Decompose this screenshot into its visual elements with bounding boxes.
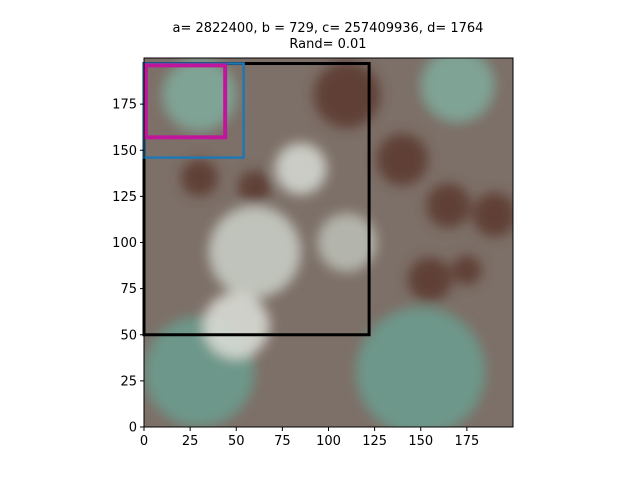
- x-tick-label: 125: [362, 434, 387, 449]
- image-patch: [208, 205, 301, 298]
- y-tick-label: 125: [112, 190, 137, 205]
- y-tick-label: 0: [129, 421, 137, 436]
- bounding-box-magenta: [143, 63, 228, 140]
- image-patch: [420, 58, 495, 123]
- y-tick-label: 150: [112, 144, 137, 159]
- y-tick-label: 50: [120, 328, 137, 343]
- image-patch: [407, 257, 453, 302]
- image-patch: [452, 255, 482, 285]
- image-patch: [376, 133, 429, 186]
- x-tick-label: 150: [408, 434, 433, 449]
- x-tick-label: 0: [140, 434, 148, 449]
- image-patch: [356, 307, 486, 427]
- image-patch: [180, 159, 218, 197]
- chart-title-line2: Rand= 0.01: [289, 37, 366, 52]
- x-tick-label: 100: [316, 434, 341, 449]
- image-patch: [203, 292, 270, 359]
- x-tick-label: 75: [274, 434, 291, 449]
- image-patch: [317, 212, 377, 273]
- y-tick-label: 100: [112, 236, 137, 251]
- y-axis: 0 25 50 75 100 125 150 175: [112, 98, 144, 436]
- x-tick-label: 25: [182, 434, 199, 449]
- y-tick-label: 25: [120, 374, 137, 389]
- image-patch: [313, 61, 381, 129]
- chart-title-line1: a= 2822400, b = 729, c= 257409936, d= 17…: [173, 21, 484, 36]
- y-tick-label: 75: [120, 282, 137, 297]
- x-axis: 0 25 50 75 100 125 150 175: [140, 427, 479, 449]
- image-patch: [238, 170, 272, 204]
- image-area: [144, 58, 513, 427]
- image-patch: [162, 58, 237, 132]
- y-tick-label: 175: [112, 98, 137, 113]
- x-tick-label: 175: [454, 434, 479, 449]
- image-patch: [472, 192, 513, 237]
- image-patch: [274, 142, 327, 195]
- x-tick-label: 50: [228, 434, 245, 449]
- image-patch: [426, 183, 471, 228]
